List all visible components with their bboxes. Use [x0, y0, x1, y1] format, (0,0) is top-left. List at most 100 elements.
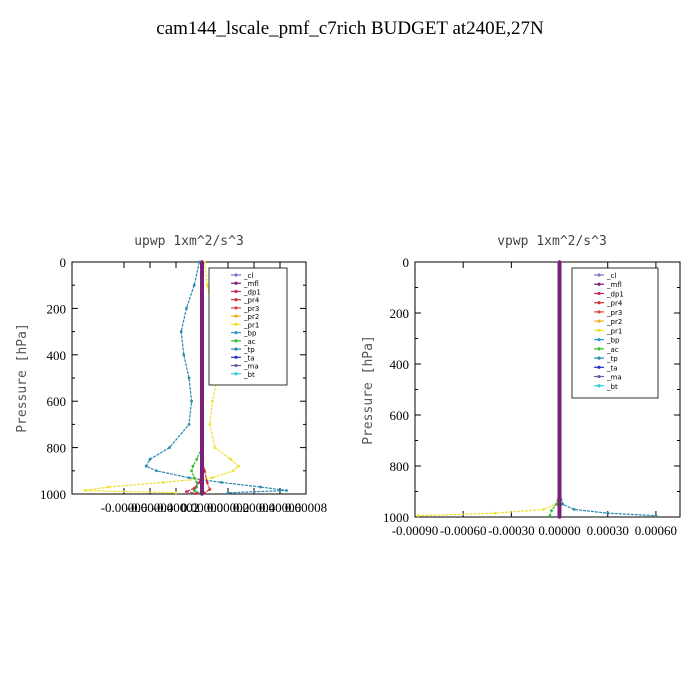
data-point	[213, 446, 217, 449]
y-axis-label: Pressure [hPa]	[361, 335, 376, 445]
data-point	[554, 502, 558, 506]
data-point	[208, 487, 212, 491]
data-point	[220, 481, 223, 484]
legend-label: _pr3	[606, 309, 622, 317]
data-point	[187, 476, 191, 480]
legend-marker	[597, 384, 601, 388]
data-point	[561, 502, 565, 506]
legend-label: _dp1	[606, 290, 624, 298]
data-point	[187, 376, 191, 380]
data-point	[226, 491, 230, 495]
legend-box	[208, 267, 288, 386]
data-point	[200, 492, 204, 496]
legend-marker	[234, 298, 238, 302]
data-point	[557, 413, 562, 417]
legend-label: _tp	[606, 355, 618, 363]
legend-marker	[234, 289, 238, 294]
legend-label: _cl	[606, 272, 616, 280]
y-tick-label: 400	[390, 357, 410, 372]
legend-marker	[597, 273, 601, 277]
y-tick-label: 1000	[383, 510, 409, 525]
data-point	[550, 509, 553, 513]
legend-marker	[234, 339, 238, 343]
y-tick-label: 0	[403, 255, 410, 270]
x-tick-label: 0.00002	[207, 500, 249, 515]
y-tick-label: 600	[390, 408, 410, 423]
legend-marker	[597, 291, 601, 296]
legend-label: _tp	[243, 346, 255, 354]
y-tick-label: 1000	[40, 487, 66, 502]
data-point	[195, 481, 199, 484]
data-point	[493, 511, 497, 515]
legend-label: _cl	[243, 272, 253, 280]
legend-marker	[234, 347, 238, 351]
data-point	[205, 481, 209, 484]
data-point	[190, 469, 194, 473]
data-point	[231, 469, 235, 473]
series-line-pr4	[201, 459, 211, 494]
data-point	[237, 464, 240, 468]
data-point	[148, 457, 152, 461]
data-point	[182, 353, 186, 357]
legend-label: _pr1	[606, 327, 622, 335]
data-point	[259, 485, 262, 489]
data-point	[572, 507, 576, 511]
series-line-pr1	[418, 262, 561, 517]
legend-marker	[234, 322, 238, 326]
x-tick-label: 0.00004	[233, 500, 276, 515]
legend-marker	[234, 306, 238, 310]
legend-label: _mfl	[606, 281, 622, 289]
y-tick-label: 400	[47, 348, 67, 363]
panel-subtitle: vpwp 1xm^2/s^3	[497, 234, 607, 249]
legend-marker	[234, 273, 238, 277]
legend-label: _pr4	[243, 297, 260, 305]
legend-marker	[234, 363, 238, 368]
legend-label: _bt	[243, 371, 255, 379]
data-point	[191, 464, 195, 468]
legend-label: _ta	[243, 354, 255, 362]
data-point	[200, 445, 204, 450]
data-point	[83, 489, 87, 492]
x-tick-label: -0.00030	[488, 523, 535, 538]
data-point	[557, 362, 562, 366]
data-point	[416, 514, 420, 518]
panel-subtitle: upwp 1xm^2/s^3	[134, 234, 244, 249]
data-point	[557, 464, 562, 468]
legend-marker	[597, 310, 601, 314]
legend-label: _ac	[606, 346, 619, 354]
data-point	[606, 511, 610, 515]
x-tick-label: 0.00030	[587, 523, 629, 538]
legend-marker	[234, 314, 238, 318]
legend-marker	[234, 281, 238, 285]
data-point	[542, 507, 545, 511]
data-point	[179, 330, 183, 333]
legend-label: _pr3	[243, 305, 259, 313]
x-tick-label: -0.00090	[392, 523, 439, 538]
legend-label: _ma	[243, 363, 259, 371]
y-axis-label: Pressure [hPa]	[15, 323, 30, 433]
data-point	[192, 489, 196, 492]
data-point	[185, 490, 188, 494]
data-point	[190, 399, 194, 403]
legend-marker	[597, 338, 601, 342]
data-point	[208, 423, 212, 426]
x-tick-label: 0.00060	[635, 523, 677, 538]
legend-marker	[597, 374, 601, 379]
legend-label: _pr2	[606, 318, 622, 326]
legend-label: _pr2	[243, 313, 259, 321]
data-point	[200, 306, 204, 311]
data-point	[161, 481, 165, 484]
legend-marker	[234, 372, 238, 376]
legend-label: _ta	[606, 364, 618, 372]
legend-marker	[234, 355, 238, 359]
legend-marker	[597, 328, 601, 332]
legend-label: _dp1	[243, 288, 261, 296]
x-tick-label: -0.00004	[127, 500, 174, 515]
legend-label: _bt	[606, 383, 618, 391]
y-tick-label: 200	[390, 306, 410, 321]
y-tick-label: 800	[390, 459, 410, 474]
data-point	[200, 260, 204, 264]
legend-marker	[597, 282, 601, 286]
data-point	[174, 491, 178, 495]
legend-label: _bp	[243, 330, 257, 338]
